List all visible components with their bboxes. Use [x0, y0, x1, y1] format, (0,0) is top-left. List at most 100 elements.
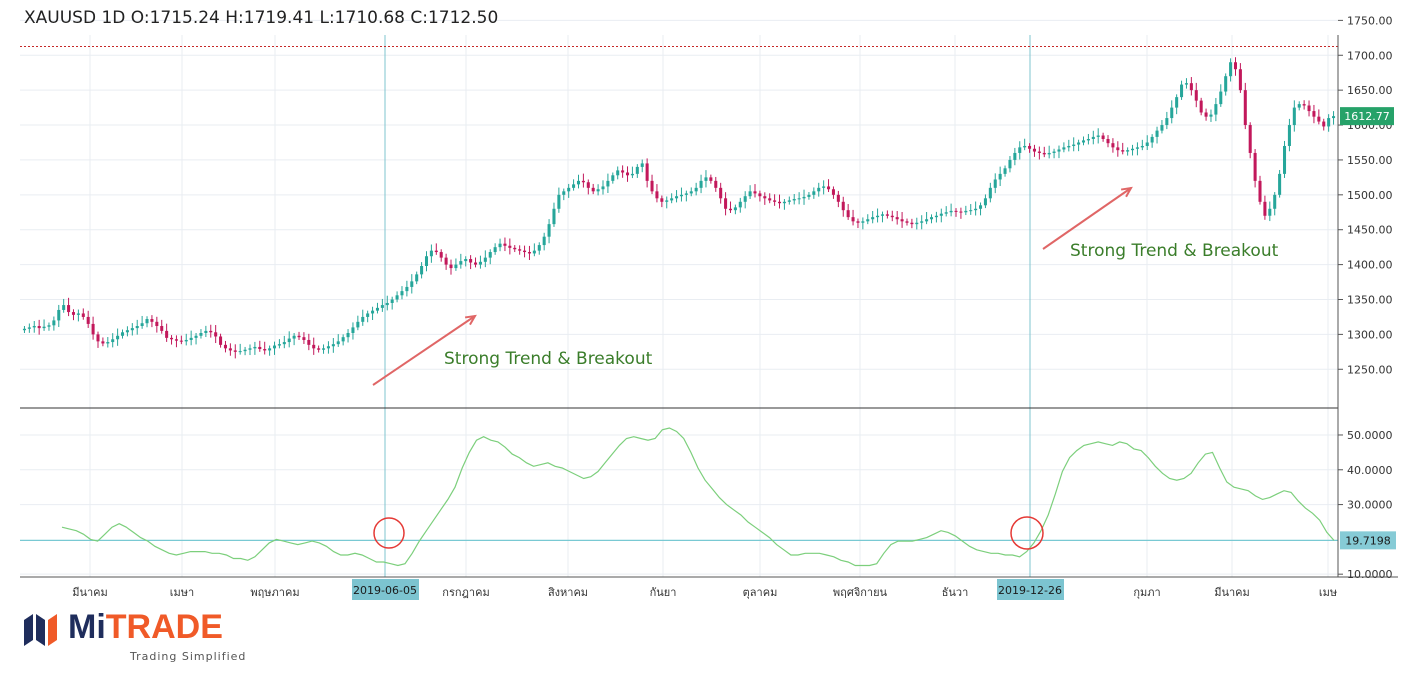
- month-label: ธันวา: [942, 586, 969, 599]
- month-label: พฤษภาคม: [250, 586, 299, 599]
- candle-body: [542, 236, 546, 246]
- date-badge: [352, 579, 419, 600]
- candle-body: [939, 213, 943, 216]
- candle-body: [346, 332, 350, 338]
- candle-body: [1204, 112, 1208, 117]
- candle-body: [1233, 62, 1238, 70]
- candle-body: [743, 196, 747, 202]
- candle-body: [1106, 138, 1110, 144]
- candle-body: [964, 210, 968, 213]
- candle-body: [753, 191, 757, 194]
- candle-body: [67, 305, 71, 313]
- candle-body: [1072, 144, 1076, 146]
- candle-body: [498, 243, 502, 248]
- candle-body: [27, 327, 31, 329]
- candle-body: [1096, 135, 1100, 137]
- candle-body: [969, 210, 973, 212]
- month-label: เมษ: [1319, 586, 1337, 599]
- candle-body: [851, 217, 855, 222]
- candle-body: [640, 163, 644, 167]
- candle-body: [204, 330, 208, 333]
- candle-body: [140, 323, 144, 327]
- candle-body: [748, 191, 752, 197]
- candle-body: [817, 187, 821, 192]
- month-label: มีนาคม: [1214, 586, 1250, 599]
- candle-body: [130, 328, 134, 331]
- candle-body: [1287, 125, 1291, 146]
- candle-body: [1150, 136, 1154, 143]
- candle-body: [831, 189, 835, 195]
- candle-body: [890, 215, 894, 218]
- candle-body: [508, 245, 512, 248]
- candle-body: [915, 222, 919, 225]
- candle-body: [91, 323, 95, 335]
- candle-body: [71, 312, 76, 315]
- candle-body: [861, 221, 865, 223]
- candle-body: [1160, 125, 1164, 131]
- trend-arrow-1-head: [464, 314, 477, 326]
- price-tick-label: 1500.00: [1347, 189, 1393, 202]
- brand-trade: TRADE: [105, 608, 223, 646]
- candle-body: [429, 250, 433, 257]
- candle-body: [876, 215, 880, 218]
- candle-body: [410, 281, 414, 287]
- candle-body: [76, 313, 80, 315]
- candle-body: [160, 326, 164, 331]
- candle-body: [719, 187, 723, 199]
- candle-body: [1170, 107, 1174, 119]
- candle-body: [630, 173, 634, 176]
- candle-body: [243, 349, 247, 352]
- candle-body: [307, 339, 311, 345]
- candle-body: [312, 344, 316, 349]
- candle-body: [415, 274, 419, 282]
- month-label: กันยา: [650, 586, 677, 599]
- indicator-tick-label: 40.0000: [1347, 464, 1393, 477]
- candle-body: [527, 252, 531, 254]
- candle-body: [572, 184, 576, 188]
- candle-body: [47, 325, 51, 327]
- candle-body: [52, 320, 56, 326]
- candle-body: [248, 348, 252, 350]
- candle-body: [1273, 194, 1277, 209]
- brand-mi: Mi: [68, 608, 106, 646]
- candle-body: [1248, 125, 1252, 153]
- candle-body: [547, 224, 551, 237]
- candle-body: [1302, 104, 1306, 106]
- candle-body: [302, 337, 306, 340]
- candle-body: [434, 250, 438, 253]
- candle-body: [385, 302, 389, 306]
- candle-body: [1312, 111, 1316, 117]
- candle-body: [395, 295, 399, 300]
- candle-body: [1003, 168, 1007, 174]
- candle-body: [366, 313, 370, 317]
- candle-body: [1229, 62, 1233, 77]
- candle-body: [326, 346, 330, 349]
- candle-body: [32, 326, 36, 328]
- candle-body: [474, 262, 478, 265]
- candle-body: [81, 313, 85, 317]
- candle-body: [763, 196, 767, 199]
- price-tick-label: 1350.00: [1347, 293, 1393, 306]
- candle-body: [1175, 97, 1179, 108]
- candle-body: [1214, 104, 1218, 115]
- month-label: มีนาคม: [72, 586, 108, 599]
- crossover-circle-2: [1010, 516, 1044, 550]
- candle-body: [988, 187, 992, 199]
- candle-body: [611, 175, 615, 181]
- candle-body: [733, 207, 737, 211]
- candle-body: [268, 348, 272, 351]
- candle-body: [807, 194, 811, 197]
- candle-body: [518, 249, 522, 251]
- candle-body: [822, 186, 826, 188]
- candle-body: [287, 338, 291, 343]
- candle-body: [120, 332, 125, 336]
- candle-body: [1023, 145, 1027, 148]
- candle-body: [1047, 152, 1051, 155]
- candle-body: [523, 250, 527, 253]
- candle-body: [1008, 159, 1012, 169]
- candle-body: [101, 341, 105, 344]
- candle-body: [856, 221, 860, 223]
- candle-body: [22, 328, 26, 331]
- candle-body: [616, 170, 620, 176]
